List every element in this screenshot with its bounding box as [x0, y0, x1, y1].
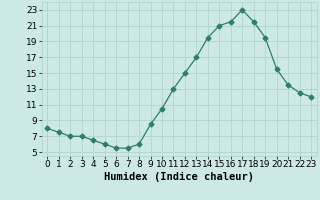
X-axis label: Humidex (Indice chaleur): Humidex (Indice chaleur): [104, 172, 254, 182]
